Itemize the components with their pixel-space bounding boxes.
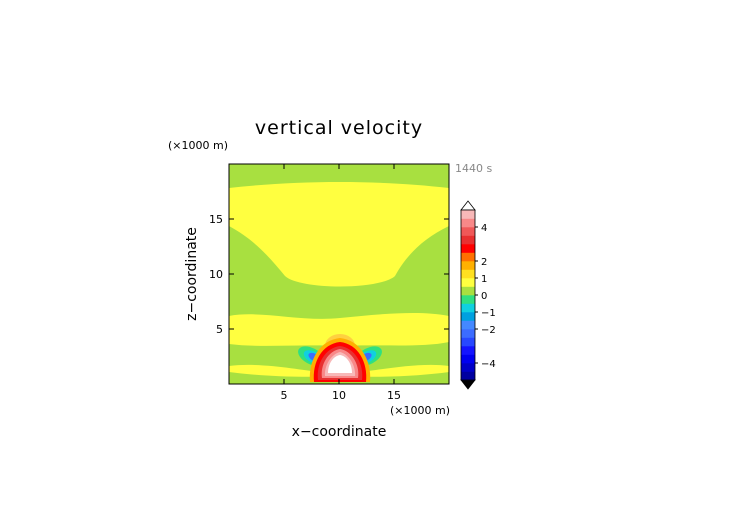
colorbar-segment	[461, 252, 475, 262]
x-tick-label: 15	[387, 389, 401, 402]
colorbar-segment	[461, 210, 475, 219]
colorbar-tick-label: 4	[481, 223, 487, 234]
updraft-core	[309, 338, 371, 382]
colorbar-tick-label: 1	[481, 274, 487, 285]
y-axis: 5 10 15	[209, 213, 449, 336]
x-tick-label: 10	[332, 389, 346, 402]
y-tick-label: 10	[209, 268, 223, 281]
x-axis: 5 10 15	[281, 164, 401, 402]
colorbar-tick-label: −4	[481, 359, 496, 370]
colorbar-segment	[461, 269, 475, 279]
colorbar-segment	[461, 329, 475, 338]
colorbar-segment	[461, 295, 475, 304]
x-axis-unit: (×1000 m)	[390, 404, 450, 417]
colorbar-tick-label: −1	[481, 308, 496, 319]
colorbar-under-arrow	[460, 379, 476, 390]
time-label: 1440 s	[455, 162, 492, 175]
colorbar-segment	[461, 363, 475, 372]
colorbar-segment	[461, 235, 475, 245]
surface-positive-streak	[229, 364, 449, 377]
colorbar-segment	[461, 218, 475, 228]
colorbar-tick-label: −2	[481, 325, 496, 336]
upper-positive-band	[229, 182, 449, 287]
y-tick-label: 5	[216, 323, 223, 336]
lower-positive-band	[229, 312, 449, 346]
colorbar-segment	[461, 227, 475, 236]
colorbar-tick-label: 0	[481, 291, 487, 302]
colorbar-segment	[461, 244, 475, 253]
y-axis-unit: (×1000 m)	[168, 139, 228, 152]
colorbar-segment	[461, 278, 475, 287]
x-tick-label: 5	[281, 389, 288, 402]
colorbar-tick-label: 2	[481, 257, 487, 268]
colorbar: 4 2 1 0 −1 −2 −4	[460, 200, 496, 390]
colorbar-segment	[461, 261, 475, 270]
colorbar-segment	[461, 337, 475, 347]
colorbar-segment	[461, 303, 475, 313]
chart-title: vertical velocity	[255, 117, 423, 139]
colorbar-segment	[461, 286, 475, 296]
colorbar-segment	[461, 312, 475, 321]
colorbar-segment	[461, 346, 475, 355]
y-axis-label: z−coordinate	[184, 227, 200, 321]
colorbar-segment	[461, 354, 475, 364]
contour-field	[229, 164, 449, 384]
y-tick-label: 15	[209, 213, 223, 226]
colorbar-segment	[461, 371, 475, 381]
colorbar-over-arrow	[460, 200, 476, 211]
colorbar-segment	[461, 320, 475, 330]
x-axis-label: x−coordinate	[292, 424, 387, 440]
